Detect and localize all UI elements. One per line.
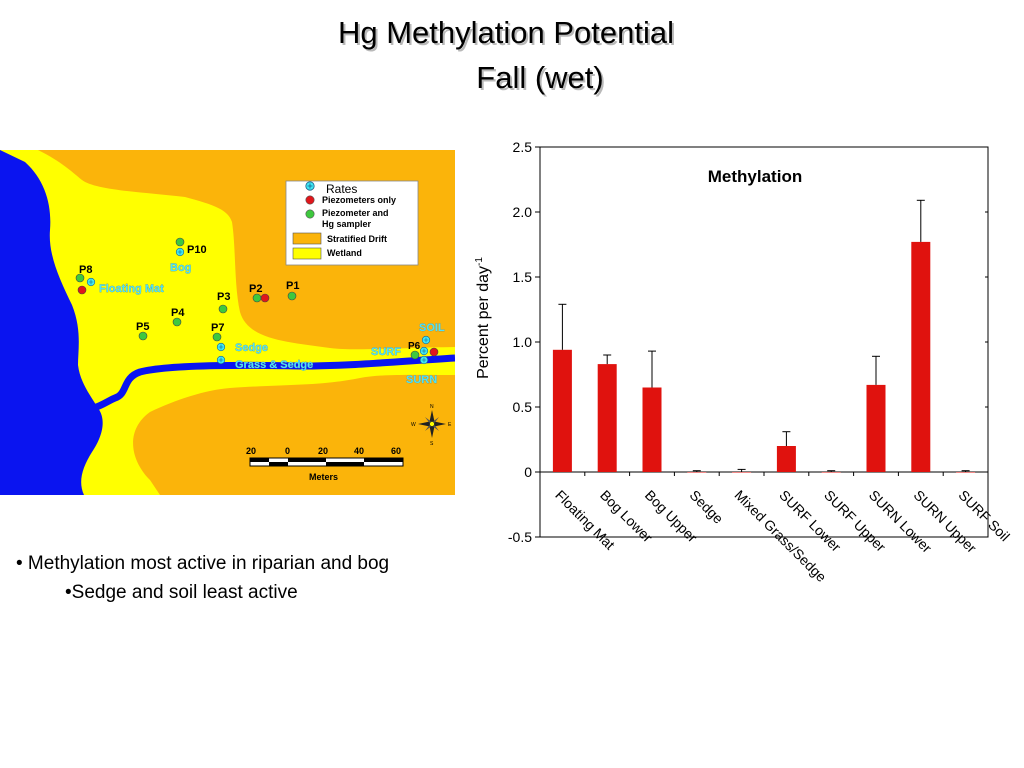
y-axis-label: Percent per day-1 [474, 257, 492, 379]
marker-grass-sedge-rates [216, 355, 226, 365]
piezometer-hg-icon [305, 209, 315, 219]
y-axis-label-superscript: -1 [474, 257, 485, 266]
marker-p7-hg [212, 332, 222, 342]
marker-soil-rates [421, 335, 431, 345]
marker-p5-hg [138, 331, 148, 341]
marker-sedge-rates [216, 342, 226, 352]
site-labels: P10 Bog P8 Floating Mat P2 P1 P3 P4 P5 P… [79, 244, 445, 386]
bar [821, 472, 841, 473]
compass-w: W [411, 422, 416, 428]
marker-floating-mat-rates [86, 277, 96, 287]
marker-p10-rates [175, 247, 185, 257]
x-tick-label: Sedge [687, 487, 727, 527]
label-p8: P8 [79, 264, 92, 276]
marker-p6-piezo [429, 347, 439, 357]
scale-unit: Meters [309, 472, 338, 482]
label-p5: P5 [136, 321, 149, 333]
bar [911, 241, 931, 472]
y-tick-label: 0 [524, 464, 532, 480]
marker-p3-hg [218, 304, 228, 314]
label-bog: Bog [170, 262, 191, 274]
label-p10: P10 [187, 244, 207, 256]
label-floating-mat: Floating Mat [99, 283, 164, 295]
label-surn: SURN [406, 374, 437, 386]
bar [732, 472, 752, 473]
chart-title: Methylation [708, 167, 802, 186]
legend-rates: Rates [326, 182, 357, 196]
marker-p1-hg [287, 291, 297, 301]
scale-tick-4: 40 [354, 446, 364, 456]
site-map: Rates Piezometers only Piezometer and Hg… [0, 150, 455, 495]
legend-piezometer-hg-1: Piezometer and [322, 208, 389, 218]
label-p3: P3 [217, 291, 230, 303]
legend-wetland: Wetland [327, 248, 362, 258]
scale-tick-5: 60 [391, 446, 401, 456]
compass-s: S [430, 441, 434, 447]
label-p6: P6 [408, 341, 421, 352]
label-p2: P2 [249, 283, 262, 295]
marker-surn-rates [419, 355, 429, 365]
piezometer-only-icon [305, 195, 315, 205]
label-p1: P1 [286, 280, 299, 292]
bar [956, 472, 976, 473]
bar [776, 446, 796, 472]
y-tick-label: 1.5 [513, 269, 533, 285]
slide-title: Hg Methylation Potential [337, 15, 675, 50]
legend-piezometer-hg-2: Hg sampler [322, 219, 372, 229]
marker-p2-piezo [260, 293, 270, 303]
marker-p8-hg [75, 273, 85, 283]
y-tick-label: 2.5 [513, 139, 533, 155]
bar [866, 384, 886, 472]
legend-wetland-swatch [292, 247, 322, 260]
y-axis-label-text: Percent per day [475, 266, 492, 379]
marker-surf-rates [419, 346, 429, 356]
label-grass-sedge: Grass & Sedge [235, 359, 313, 371]
map-water-area [0, 150, 103, 495]
bar [597, 364, 617, 472]
y-tick-label: 0.5 [513, 399, 533, 415]
compass-rose-icon: N S E W [411, 404, 452, 447]
legend-piezometers-only: Piezometers only [322, 195, 396, 205]
marker-p2-hg [252, 293, 262, 303]
legend-stratified-drift: Stratified Drift [327, 234, 387, 244]
y-tick-label: 1.0 [513, 334, 533, 350]
compass-e: E [448, 422, 452, 428]
y-tick-label: 2.0 [513, 204, 533, 220]
label-soil: SOIL [419, 322, 445, 334]
marker-p8-piezo [77, 285, 87, 295]
compass-n: N [430, 404, 434, 410]
bullet-1: • Methylation most active in riparian an… [16, 553, 390, 574]
legend-drift-swatch [292, 232, 322, 245]
map-stream [77, 354, 455, 413]
scale-tick-3: 20 [318, 446, 328, 456]
marker-p4-hg [172, 317, 182, 327]
scale-tick-1: 20 [246, 446, 256, 456]
rates-marker-icon [305, 181, 315, 191]
slide-subtitle: Fall (wet) [476, 60, 604, 95]
label-surf: SURF [371, 346, 401, 358]
map-wetland-area [0, 150, 455, 495]
marker-p6-hg [410, 350, 420, 360]
map-legend: Rates Piezometers only Piezometer and Hg… [285, 180, 419, 266]
bullet-2: •Sedge and soil least active [65, 582, 298, 603]
scale-tick-2: 0 [285, 446, 290, 456]
bar [642, 387, 662, 472]
scale-bar: 20 0 20 40 60 Meters [246, 446, 404, 482]
label-p7: P7 [211, 322, 224, 334]
bar [552, 349, 572, 472]
y-tick-label: -0.5 [508, 529, 532, 545]
site-markers [75, 237, 439, 365]
bar [687, 472, 707, 473]
label-p4: P4 [171, 307, 185, 319]
marker-p10-hg [175, 237, 185, 247]
label-sedge: Sedge [235, 342, 268, 354]
